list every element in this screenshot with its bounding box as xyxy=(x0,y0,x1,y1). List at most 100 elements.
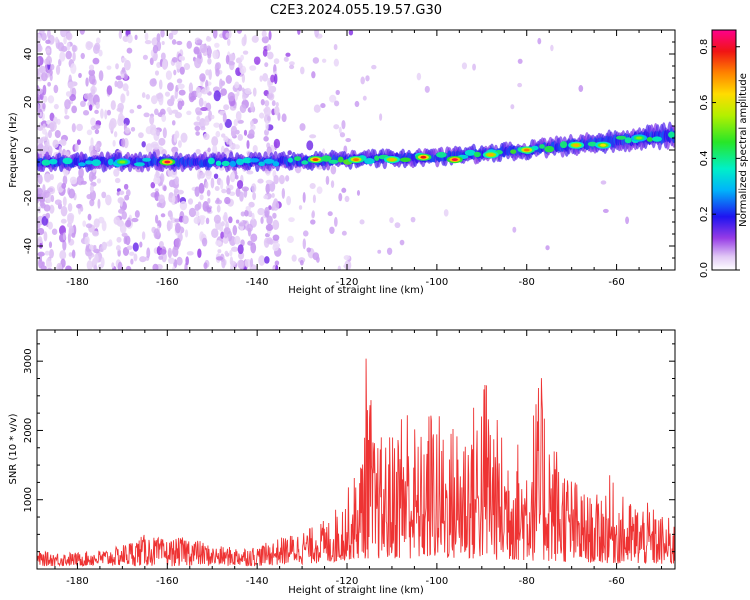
spectrogram-cell xyxy=(263,194,269,200)
spectrogram-cell xyxy=(341,230,347,236)
spectrogram-cell xyxy=(126,245,133,250)
snr-y-tick-label: 3000 xyxy=(23,348,34,373)
spectrogram-cell xyxy=(345,138,352,143)
spectrogram-cell xyxy=(253,56,261,65)
spectrogram-cell xyxy=(202,201,209,212)
spectrogram-cell xyxy=(258,255,266,266)
spectrogram-cell xyxy=(272,219,280,231)
spectrogram-cell xyxy=(237,244,244,255)
spectrogram-y-label: Frequency (Hz) xyxy=(8,112,19,188)
spectrogram-cell xyxy=(578,85,584,93)
spectrogram-cell xyxy=(40,265,47,270)
spectrogram-cell xyxy=(115,244,121,251)
spectrogram-cell xyxy=(143,112,150,118)
spectrogram-peak xyxy=(388,158,395,162)
spectrogram-cell xyxy=(64,115,70,120)
spectrogram-cell xyxy=(286,235,294,244)
spectrogram-cell xyxy=(168,32,174,40)
spectrogram-cell xyxy=(207,46,212,56)
spectrogram-cell xyxy=(214,185,220,192)
spectrogram-cell xyxy=(168,257,175,264)
spectrogram-cell xyxy=(587,141,597,147)
spectrogram-cell xyxy=(250,233,258,242)
spectrogram-cell xyxy=(251,212,255,221)
spectrogram-cell xyxy=(211,228,219,239)
spectrogram-cell xyxy=(141,141,146,148)
spectrogram-cell xyxy=(86,193,93,200)
spectrogram-cell xyxy=(211,136,219,147)
spectrogram-cell xyxy=(48,158,58,165)
spectrogram-cell xyxy=(37,71,40,76)
spectrogram-cell xyxy=(97,198,101,209)
spectrogram-cell xyxy=(330,180,335,188)
spectrogram-cell xyxy=(258,112,265,119)
spectrogram-cell xyxy=(302,230,309,237)
spectrogram-cell xyxy=(510,149,517,154)
spectrogram-cell xyxy=(218,122,223,131)
spectrogram-cell xyxy=(171,39,177,45)
spectrogram-peak xyxy=(312,158,319,162)
spectrogram-ridge xyxy=(37,121,675,173)
spectrogram-cell xyxy=(213,214,221,224)
spectrogram-x-tick-label: -80 xyxy=(519,277,535,288)
spectrogram-cell xyxy=(181,100,185,107)
spectrogram-x-tick-label: -100 xyxy=(426,277,449,288)
spectrogram-cell xyxy=(38,65,46,74)
spectrogram-cell xyxy=(281,187,286,199)
spectrogram-cell xyxy=(84,235,90,246)
spectrogram-peak xyxy=(164,160,171,164)
spectrogram-cell xyxy=(172,195,176,204)
spectrogram-cell xyxy=(227,92,235,102)
spectrogram-cell xyxy=(262,72,269,82)
spectrogram-cell xyxy=(115,75,123,80)
spectrogram-cell xyxy=(271,193,275,198)
spectrogram-cell xyxy=(194,186,200,197)
spectrogram-cell xyxy=(50,194,55,203)
spectrogram-cell xyxy=(48,129,52,139)
spectrogram-cell xyxy=(78,167,84,179)
spectrogram-cell xyxy=(302,192,306,203)
spectrogram-cell xyxy=(248,201,255,208)
spectrogram-cell xyxy=(365,75,370,82)
spectrogram-cell xyxy=(247,227,252,237)
spectrogram-cell xyxy=(118,190,125,196)
spectrogram-cell xyxy=(92,57,100,65)
figure-title: C2E3.2024.055.19.57.G30 xyxy=(270,3,442,18)
spectrogram-cell xyxy=(271,200,280,211)
spectrogram-cell xyxy=(157,194,165,204)
spectrogram-cell xyxy=(273,58,280,65)
spectrogram-cell xyxy=(90,117,96,127)
spectrogram-cell xyxy=(62,240,67,251)
spectrogram-cell xyxy=(250,120,254,127)
spectrogram-cell xyxy=(339,132,346,138)
spectrogram-cell xyxy=(149,126,158,136)
colorbar-tick-label: 0.4 xyxy=(699,150,710,166)
spectrogram-cell xyxy=(113,131,118,138)
spectrogram-cell xyxy=(161,59,168,70)
spectrogram-cell xyxy=(49,120,57,132)
spectrogram-cell xyxy=(177,140,182,148)
spectrogram-cell xyxy=(91,159,101,167)
spectrogram-cell xyxy=(338,126,342,134)
spectrogram-cell xyxy=(615,135,627,140)
spectrogram-cell xyxy=(132,242,139,252)
spectrogram-cell xyxy=(171,120,176,126)
spectrogram-cell xyxy=(341,119,346,130)
spectrogram-cell xyxy=(67,81,75,89)
spectrogram-cell xyxy=(198,215,206,220)
spectrogram-cell xyxy=(235,110,242,121)
spectrogram-cell xyxy=(53,84,59,94)
spectrogram-cell xyxy=(251,35,259,43)
spectrogram-cell xyxy=(238,222,246,227)
spectrogram-cell xyxy=(110,100,116,111)
spectrogram-cell xyxy=(158,240,164,248)
spectrogram-cell xyxy=(171,109,179,114)
spectrogram-cell xyxy=(222,235,229,244)
spectrogram-cell xyxy=(263,158,275,164)
spectrogram-cell xyxy=(313,104,321,113)
spectrogram-cell xyxy=(120,93,125,104)
spectrogram-cell xyxy=(297,30,301,35)
spectrogram-cell xyxy=(121,211,127,220)
spectrogram-cell xyxy=(198,172,206,179)
spectrogram-cell xyxy=(38,30,45,34)
